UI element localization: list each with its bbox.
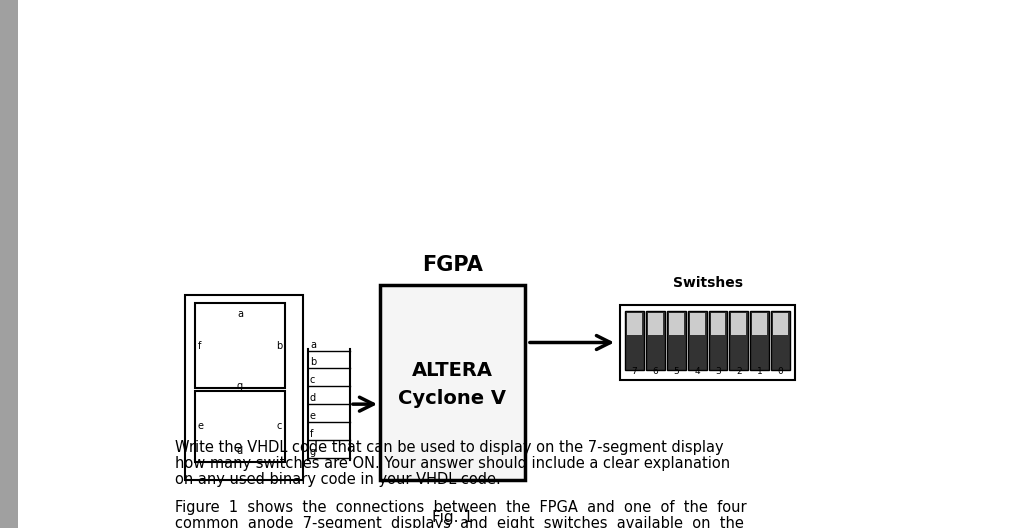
Text: f: f bbox=[198, 341, 202, 351]
Text: 4: 4 bbox=[694, 367, 699, 376]
Text: d: d bbox=[237, 446, 243, 456]
Text: Figure  1  shows  the  connections  between  the  FPGA  and  one  of  the  four: Figure 1 shows the connections between t… bbox=[175, 500, 746, 515]
Bar bbox=[380, 285, 525, 480]
Bar bbox=[689, 313, 705, 335]
Bar bbox=[627, 313, 642, 335]
Text: 3: 3 bbox=[715, 367, 721, 376]
Bar bbox=[185, 295, 303, 480]
Text: 7: 7 bbox=[632, 367, 637, 376]
Text: d: d bbox=[310, 393, 316, 403]
Text: f: f bbox=[310, 429, 313, 439]
Bar bbox=[729, 311, 749, 370]
Text: FGPA: FGPA bbox=[422, 255, 483, 275]
Bar bbox=[688, 311, 707, 370]
Text: ALTERA: ALTERA bbox=[412, 361, 493, 380]
Text: b: b bbox=[310, 357, 316, 367]
Bar bbox=[751, 311, 769, 370]
Text: a: a bbox=[310, 340, 316, 350]
Bar bbox=[709, 311, 727, 370]
Bar bbox=[620, 305, 795, 380]
Bar bbox=[646, 311, 665, 370]
Text: e: e bbox=[198, 421, 204, 431]
Text: Switshes: Switshes bbox=[673, 276, 742, 290]
Text: g: g bbox=[237, 381, 243, 391]
Text: e: e bbox=[310, 411, 316, 421]
Text: Fig. 1: Fig. 1 bbox=[432, 510, 473, 525]
Bar bbox=[711, 313, 725, 335]
Text: c: c bbox=[310, 375, 315, 385]
Bar bbox=[195, 391, 285, 461]
Bar bbox=[0, 0, 18, 528]
Bar bbox=[773, 313, 788, 335]
Bar bbox=[753, 313, 767, 335]
Text: 2: 2 bbox=[736, 367, 741, 376]
Text: Cyclone V: Cyclone V bbox=[398, 389, 507, 408]
Bar bbox=[667, 311, 686, 370]
Bar bbox=[669, 313, 684, 335]
Text: g: g bbox=[310, 447, 316, 457]
Text: 6: 6 bbox=[652, 367, 658, 376]
Text: 1: 1 bbox=[757, 367, 763, 376]
Bar bbox=[731, 313, 746, 335]
Text: 5: 5 bbox=[674, 367, 679, 376]
Text: c: c bbox=[276, 421, 282, 431]
Bar bbox=[648, 313, 663, 335]
Text: a: a bbox=[237, 309, 243, 319]
Text: common  anode  7-segment  displays  and  eight  switches  available  on  the: common anode 7-segment displays and eigh… bbox=[175, 516, 743, 528]
Text: b: b bbox=[275, 341, 282, 351]
Bar bbox=[625, 311, 644, 370]
Text: Write the VHDL code that can be used to display on the 7-segment display: Write the VHDL code that can be used to … bbox=[175, 440, 724, 455]
Bar bbox=[771, 311, 790, 370]
Bar bbox=[195, 303, 285, 388]
Text: 0: 0 bbox=[777, 367, 783, 376]
Text: on any used binary code in your VHDL code.: on any used binary code in your VHDL cod… bbox=[175, 472, 501, 487]
Text: how many switches are ON. Your answer should include a clear explanation: how many switches are ON. Your answer sh… bbox=[175, 456, 730, 471]
